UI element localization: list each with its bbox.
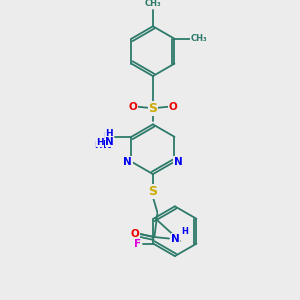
- Text: H: H: [182, 227, 188, 236]
- Text: H: H: [103, 132, 111, 141]
- Text: O: O: [129, 102, 137, 112]
- Text: H: H: [96, 138, 103, 147]
- Text: H: H: [105, 129, 112, 138]
- Text: N: N: [174, 157, 183, 167]
- Text: H: H: [94, 140, 101, 149]
- Text: N: N: [103, 140, 112, 150]
- Text: N: N: [123, 157, 132, 167]
- Text: O: O: [131, 229, 140, 239]
- Text: S: S: [148, 102, 158, 115]
- Text: CH₃: CH₃: [191, 34, 208, 43]
- Text: N: N: [105, 137, 114, 147]
- Text: CH₃: CH₃: [145, 0, 161, 8]
- Text: S: S: [148, 185, 158, 198]
- Text: N: N: [171, 233, 180, 244]
- Text: F: F: [134, 238, 141, 249]
- Text: O: O: [169, 102, 177, 112]
